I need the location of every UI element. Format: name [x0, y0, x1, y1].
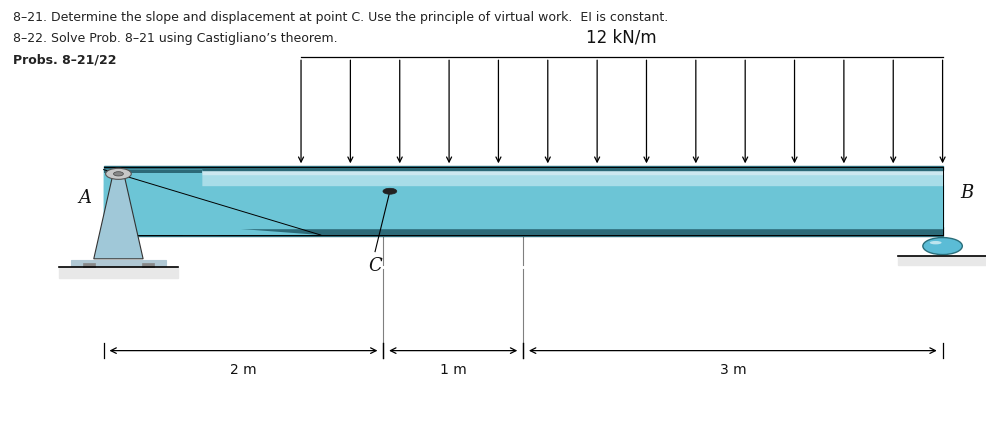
Bar [104, 174, 942, 185]
Bar [104, 185, 942, 228]
Bar [104, 227, 942, 236]
Polygon shape [104, 170, 222, 236]
Bar [71, 260, 166, 267]
Circle shape [106, 168, 131, 179]
Text: 3 m: 3 m [719, 363, 745, 377]
Polygon shape [104, 170, 202, 173]
Circle shape [383, 188, 396, 194]
Bar [104, 167, 942, 174]
Text: Probs. 8–21/22: Probs. 8–21/22 [13, 53, 116, 66]
Bar [104, 166, 942, 170]
Polygon shape [94, 172, 143, 259]
Bar [142, 263, 154, 267]
Ellipse shape [929, 241, 941, 244]
Text: B: B [959, 184, 972, 202]
Circle shape [113, 172, 123, 176]
Text: A: A [79, 189, 92, 207]
Text: 2 m: 2 m [230, 363, 256, 377]
Polygon shape [104, 170, 320, 235]
Circle shape [922, 238, 961, 255]
Bar [83, 263, 95, 267]
Text: 8–21. Determine the slope and displacement at point C. Use the principle of virt: 8–21. Determine the slope and displaceme… [13, 11, 668, 24]
Text: 12 kN/m: 12 kN/m [586, 29, 657, 47]
Text: 8–22. Solve Prob. 8–21 using Castigliano’s theorem.: 8–22. Solve Prob. 8–21 using Castigliano… [13, 32, 337, 45]
Text: 1 m: 1 m [440, 363, 466, 377]
Text: C: C [368, 257, 382, 275]
Bar [59, 267, 177, 278]
Bar [897, 256, 986, 265]
